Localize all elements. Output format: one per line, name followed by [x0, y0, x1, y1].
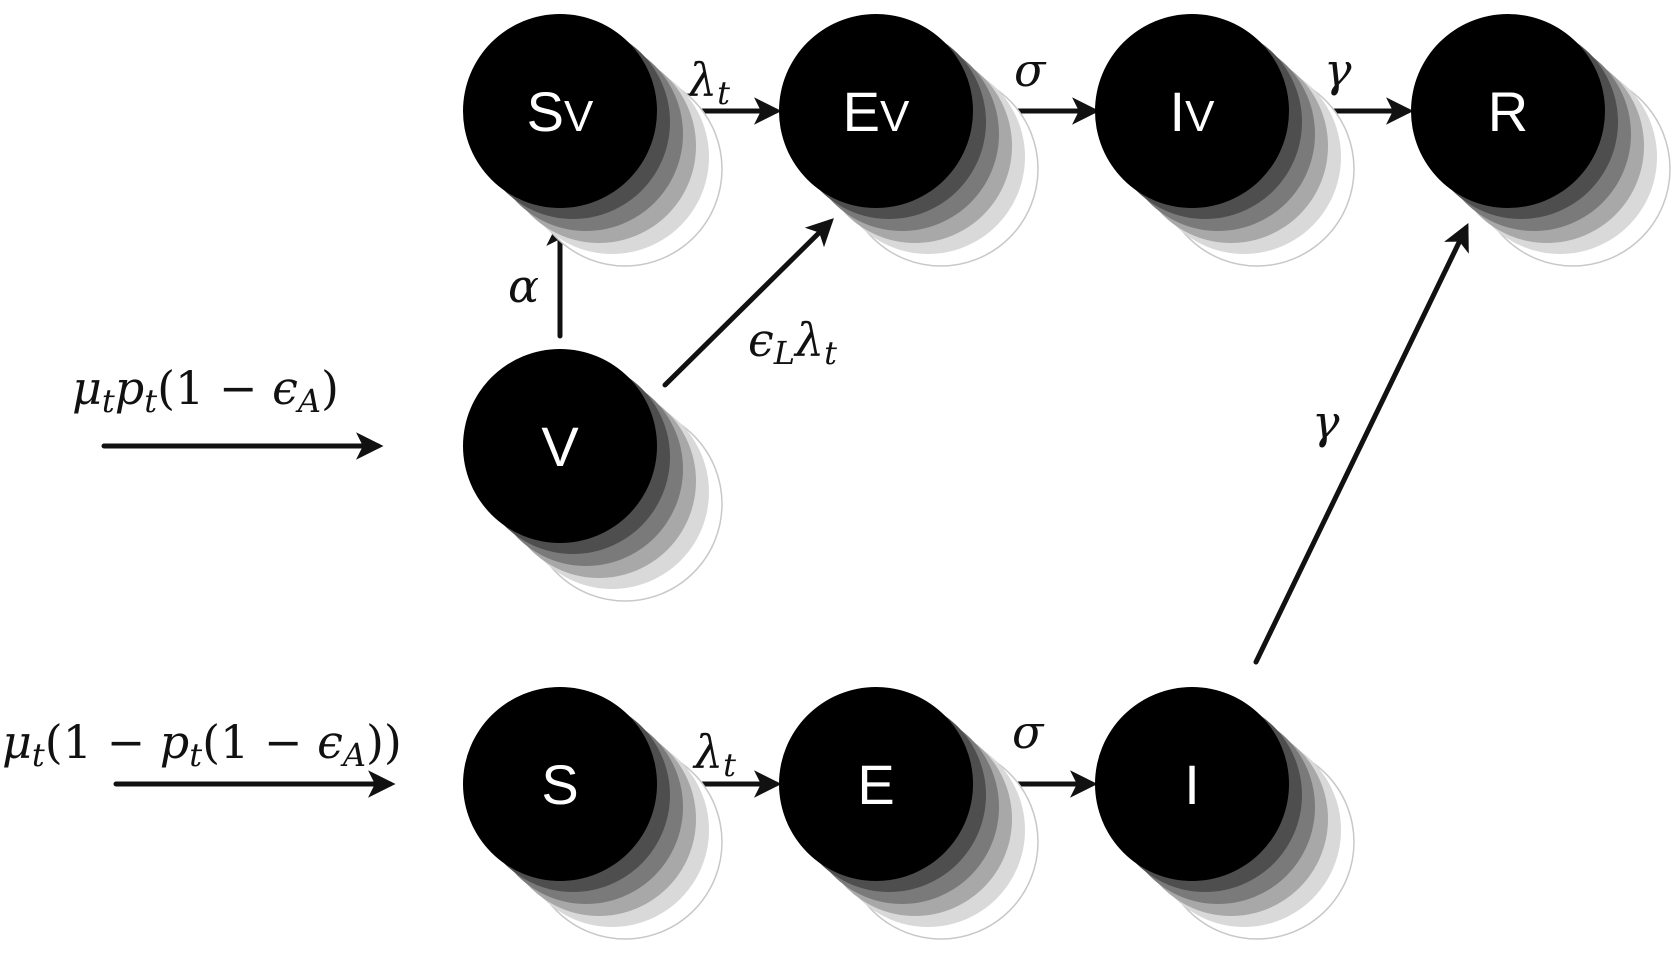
inflow-s: μt(1 − pt(1 − ϵA)) [2, 715, 402, 798]
node-e: E [779, 687, 1039, 940]
svg-text:μtpt(1 − ϵA): μtpt(1 − ϵA) [72, 361, 339, 420]
svg-text:λt: λt [692, 725, 736, 784]
svg-text:σ: σ [1014, 43, 1047, 97]
inflow-v: μtpt(1 − ϵA) [72, 361, 384, 460]
node-sv: SV [463, 14, 723, 267]
edge-v-sv: α [508, 218, 574, 339]
node-i: I [1095, 687, 1355, 940]
svg-text:EV: EV [843, 80, 910, 143]
svg-text:R: R [1488, 80, 1528, 143]
svg-text:α: α [508, 259, 539, 313]
svg-text:μt(1 − pt(1 − ϵA)): μt(1 − pt(1 − ϵA)) [2, 715, 402, 774]
node-s: S [463, 687, 723, 940]
svg-text:S: S [541, 753, 578, 816]
svg-text:IV: IV [1170, 80, 1216, 143]
node-r: R [1411, 14, 1671, 267]
edge-sv-ev: λt [657, 53, 782, 125]
svg-text:ϵLλt: ϵLλt [748, 313, 837, 372]
edge-i-r: γ [1253, 223, 1469, 665]
svg-text:E: E [857, 753, 894, 816]
svg-text:I: I [1184, 753, 1200, 816]
edge-s-e: λt [657, 725, 782, 798]
svg-text:V: V [541, 415, 579, 478]
svg-text:γ: γ [1324, 43, 1352, 97]
node-ev: EV [779, 14, 1039, 267]
svg-text:SV: SV [527, 80, 594, 143]
edge-v-ev: ϵLλt [662, 218, 837, 388]
node-iv: IV [1095, 14, 1355, 267]
node-v: V [463, 349, 723, 602]
svg-text:σ: σ [1012, 705, 1045, 759]
svg-text:γ: γ [1312, 395, 1340, 449]
